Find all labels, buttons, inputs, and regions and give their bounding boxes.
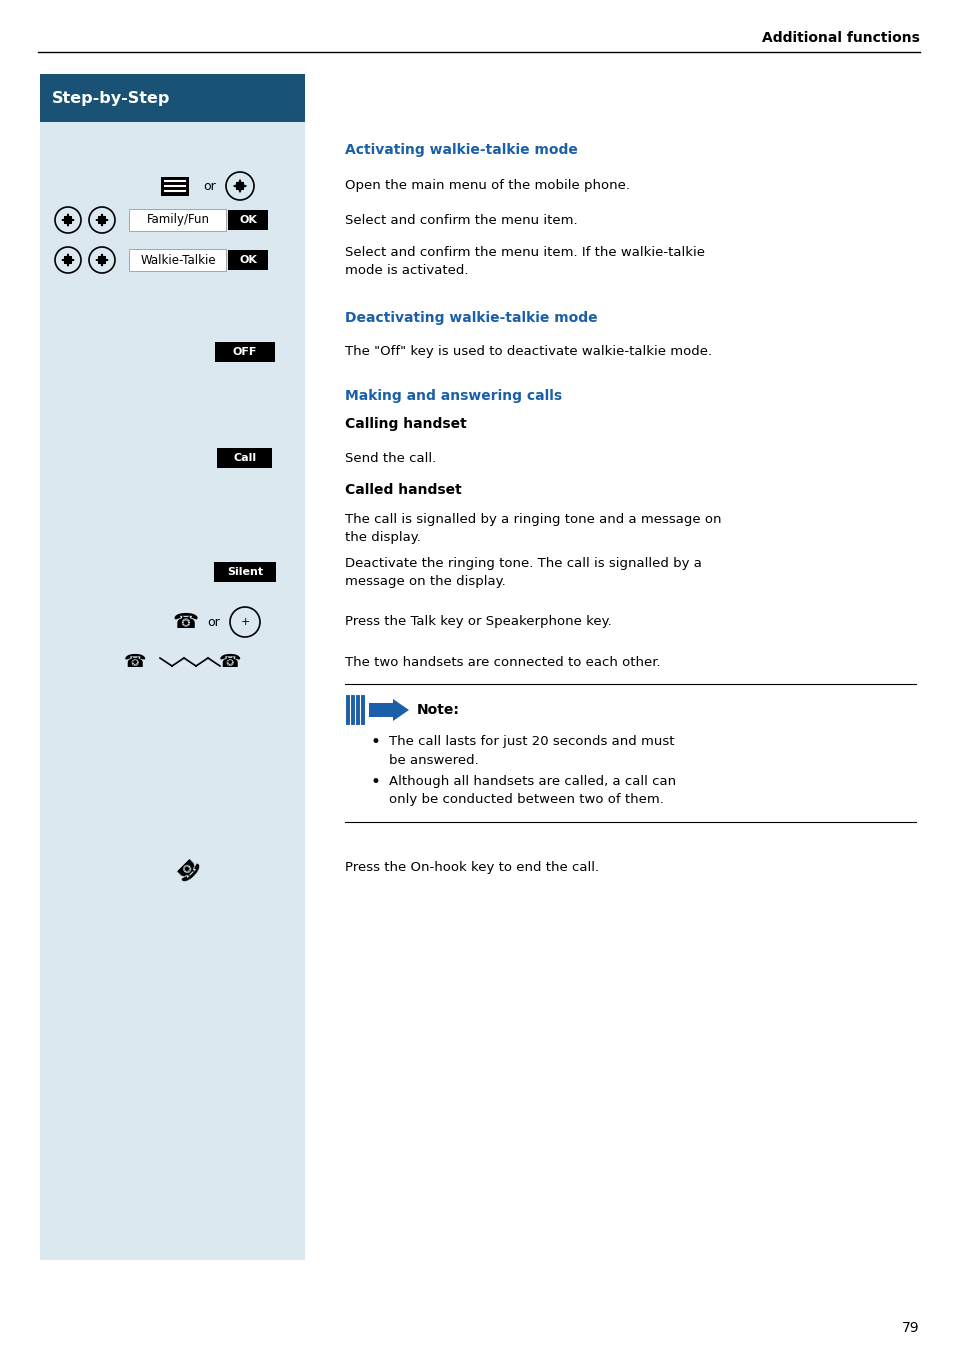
Text: be answered.: be answered. [389, 753, 478, 767]
Text: OFF: OFF [233, 347, 257, 357]
Text: mode is activated.: mode is activated. [345, 264, 468, 277]
Text: Called handset: Called handset [345, 483, 461, 498]
Bar [98, 216, 106, 224]
Text: •: • [370, 773, 379, 791]
Bar [130, 249, 226, 270]
Text: The "Off" key is used to deactivate walkie-talkie mode.: The "Off" key is used to deactivate walk… [345, 346, 711, 358]
Text: Additional functions: Additional functions [761, 31, 919, 45]
Text: or: or [208, 615, 220, 629]
Text: Walkie-Talkie: Walkie-Talkie [140, 254, 215, 266]
Text: Select and confirm the menu item. If the walkie-talkie: Select and confirm the menu item. If the… [345, 246, 704, 258]
Text: ☎: ☎ [218, 653, 241, 671]
Text: Activating walkie-talkie mode: Activating walkie-talkie mode [345, 143, 578, 157]
Text: Call: Call [233, 453, 256, 462]
Bar [64, 216, 71, 224]
Text: Calling handset: Calling handset [345, 416, 466, 431]
Bar [228, 210, 268, 230]
Text: Press the Talk key or Speakerphone key.: Press the Talk key or Speakerphone key. [345, 615, 611, 629]
Bar [98, 256, 106, 264]
Text: OK: OK [239, 256, 256, 265]
Bar [40, 74, 305, 122]
Bar [64, 256, 71, 264]
Bar [40, 80, 305, 1260]
Text: Making and answering calls: Making and answering calls [345, 389, 561, 403]
Text: Silent: Silent [227, 566, 263, 577]
Text: ☎: ☎ [169, 852, 201, 884]
Text: or: or [203, 180, 216, 192]
Bar [161, 177, 189, 196]
Bar [217, 448, 273, 468]
Text: the display.: the display. [345, 531, 420, 545]
Bar [228, 250, 268, 270]
Text: +: + [240, 617, 250, 627]
Text: message on the display.: message on the display. [345, 576, 505, 588]
Text: Family/Fun: Family/Fun [147, 214, 210, 227]
Bar [130, 210, 226, 231]
Text: The call lasts for just 20 seconds and must: The call lasts for just 20 seconds and m… [389, 735, 674, 749]
Text: Send the call.: Send the call. [345, 452, 436, 465]
Text: Although all handsets are called, a call can: Although all handsets are called, a call… [389, 776, 676, 788]
Text: ☎: ☎ [172, 612, 199, 631]
Text: Note:: Note: [416, 703, 459, 717]
Text: Press the On-hook key to end the call.: Press the On-hook key to end the call. [345, 861, 598, 875]
Text: Step-by-Step: Step-by-Step [52, 91, 171, 105]
Text: OK: OK [239, 215, 256, 224]
Text: The two handsets are connected to each other.: The two handsets are connected to each o… [345, 656, 659, 668]
Text: Deactivate the ringing tone. The call is signalled by a: Deactivate the ringing tone. The call is… [345, 557, 701, 571]
Text: Select and confirm the menu item.: Select and confirm the menu item. [345, 214, 577, 227]
Bar [235, 183, 244, 191]
FancyArrow shape [369, 699, 409, 721]
Text: The call is signalled by a ringing tone and a message on: The call is signalled by a ringing tone … [345, 514, 720, 526]
Text: •: • [370, 733, 379, 750]
Text: ☎: ☎ [124, 653, 146, 671]
Bar [213, 562, 275, 581]
Text: Deactivating walkie-talkie mode: Deactivating walkie-talkie mode [345, 311, 597, 324]
Text: Open the main menu of the mobile phone.: Open the main menu of the mobile phone. [345, 180, 629, 192]
Bar [214, 342, 274, 362]
Text: 79: 79 [902, 1321, 919, 1334]
Text: only be conducted between two of them.: only be conducted between two of them. [389, 794, 663, 807]
